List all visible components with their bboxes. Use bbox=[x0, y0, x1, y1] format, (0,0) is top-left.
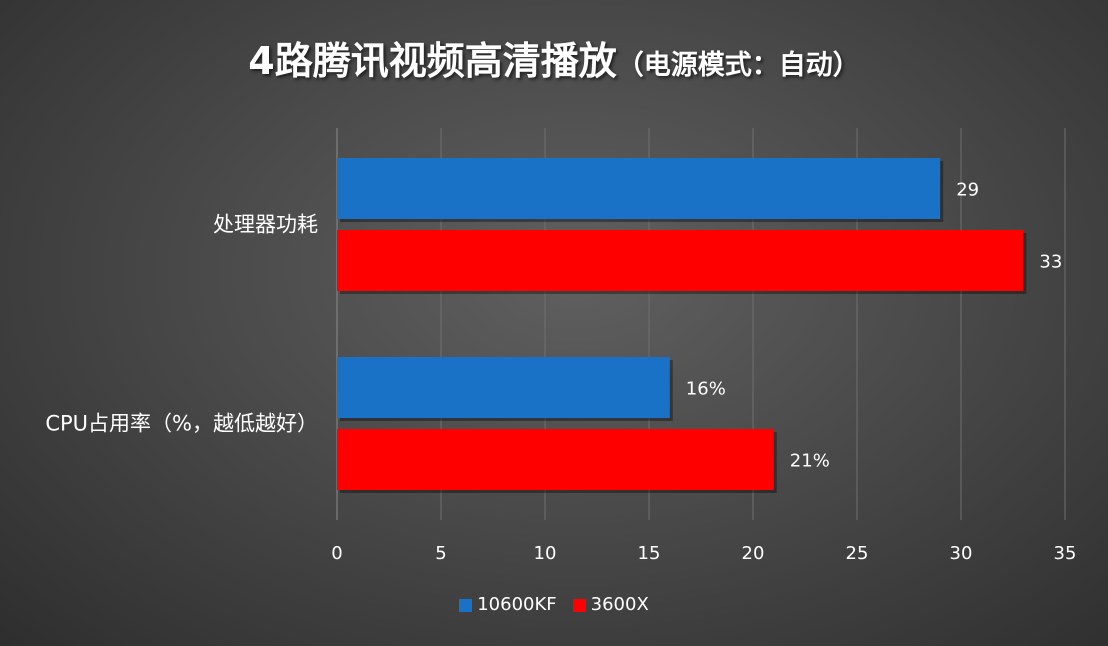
bar bbox=[337, 158, 941, 219]
bar bbox=[337, 429, 774, 490]
data-label: 33 bbox=[1039, 252, 1062, 273]
x-tick-label: 15 bbox=[638, 543, 661, 564]
legend-label: 3600X bbox=[590, 594, 649, 615]
x-tick-label: 20 bbox=[742, 543, 765, 564]
legend-label: 10600KF bbox=[477, 594, 557, 615]
category-label: CPU占用率（%，越低越好） bbox=[45, 412, 318, 436]
chart-title-sub: （电源模式：自动） bbox=[616, 50, 860, 81]
category-label: 处理器功耗 bbox=[213, 213, 318, 237]
chart-title-main: 4路腾讯视频高清播放 bbox=[248, 39, 617, 83]
x-tick-labels: 0 5 10 15 20 25 30 35 bbox=[331, 543, 1076, 564]
bar bbox=[337, 357, 670, 418]
data-labels: 29 33 16% 21% bbox=[686, 180, 1063, 472]
legend-item: 3600X bbox=[572, 594, 649, 615]
x-tick-label: 35 bbox=[1054, 543, 1077, 564]
chart-title: 4路腾讯视频高清播放（电源模式：自动） bbox=[0, 30, 1108, 85]
x-tick-label: 10 bbox=[534, 543, 557, 564]
data-label: 16% bbox=[686, 379, 726, 400]
data-label: 29 bbox=[956, 180, 979, 201]
x-tick-label: 5 bbox=[435, 543, 446, 564]
bar-chart: 29 33 16% 21% 处理器功耗 CPU占用率（%，越低越好） 0 5 10 15 20 2… bbox=[45, 128, 1076, 564]
legend: 10600KF 3600X bbox=[0, 594, 1108, 615]
x-tick-label: 25 bbox=[846, 543, 869, 564]
x-tick-label: 0 bbox=[331, 543, 342, 564]
data-label: 21% bbox=[790, 451, 830, 472]
legend-swatch bbox=[459, 598, 473, 612]
bar bbox=[337, 230, 1024, 291]
bars bbox=[337, 158, 1027, 493]
x-tick-label: 30 bbox=[950, 543, 973, 564]
category-labels: 处理器功耗 CPU占用率（%，越低越好） bbox=[45, 213, 318, 436]
legend-swatch bbox=[572, 598, 586, 612]
legend-item: 10600KF bbox=[459, 594, 557, 615]
